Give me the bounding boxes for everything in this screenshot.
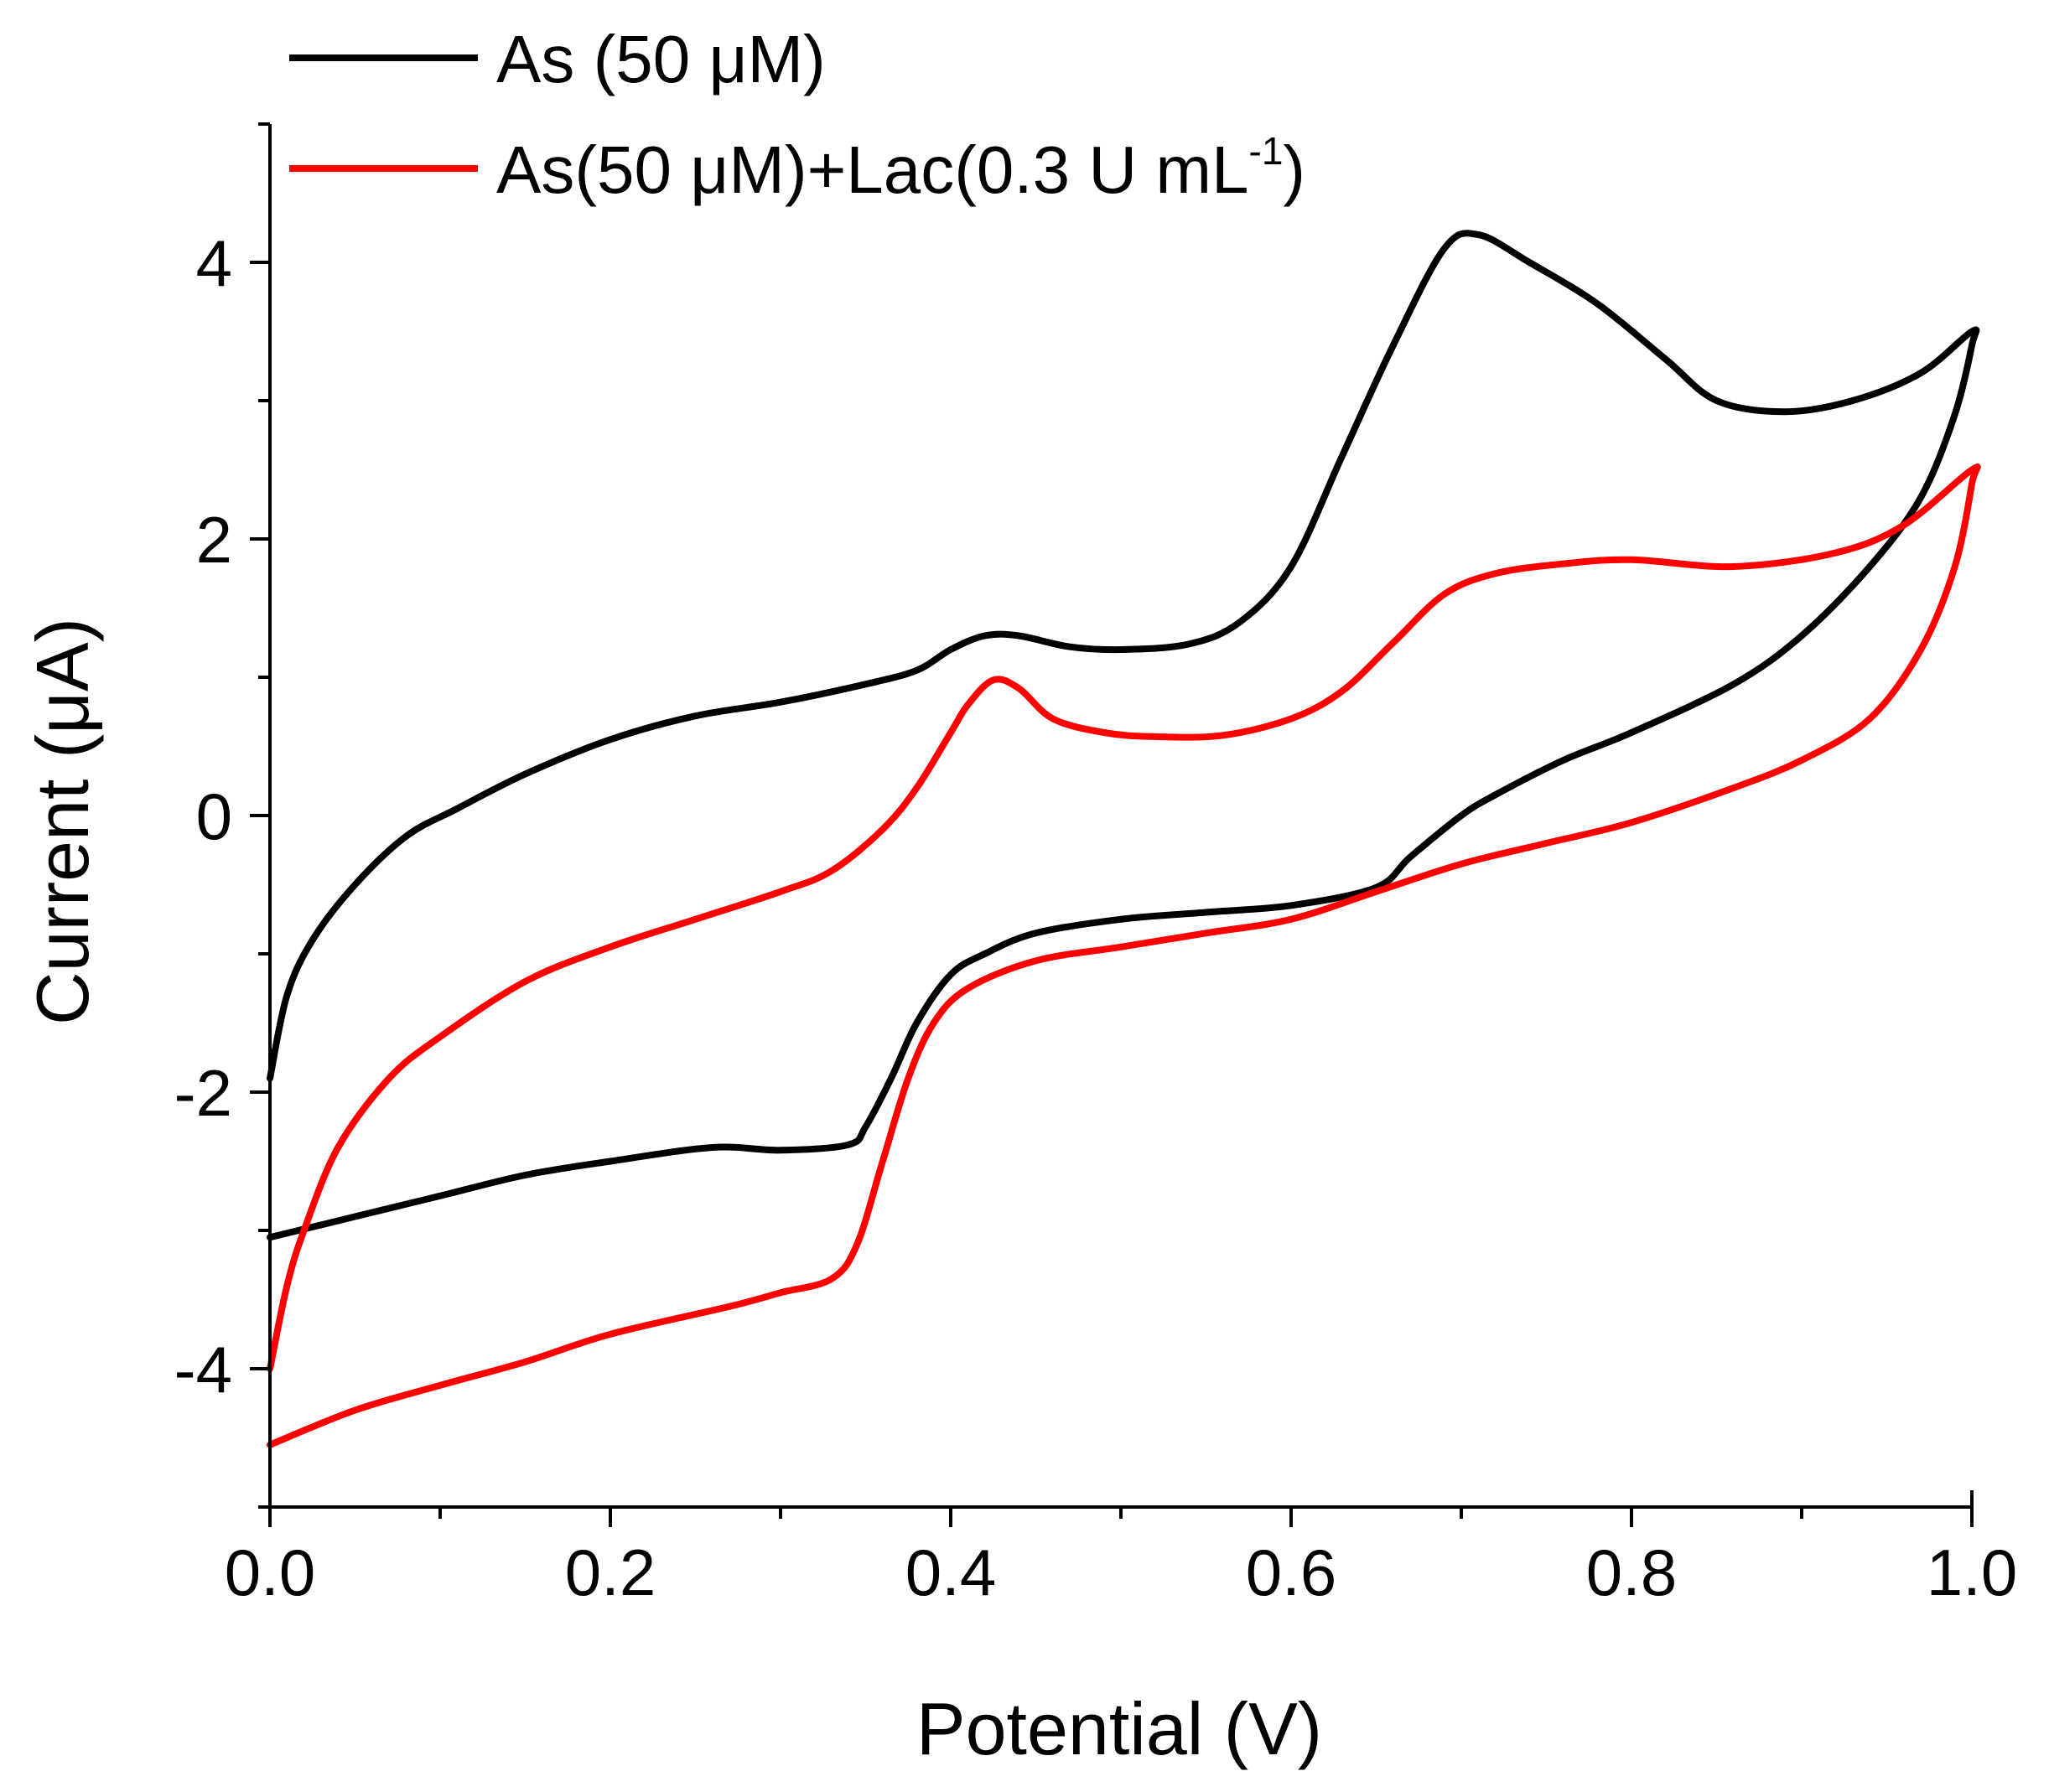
series-line-as-lac	[267, 463, 1981, 1448]
x-tick-label: 0.4	[905, 1536, 996, 1609]
axis-frame	[268, 124, 1974, 1509]
legend-label-as: As (50 μM)	[496, 22, 826, 96]
x-tick-label: 0.2	[565, 1536, 656, 1609]
y-ticks	[250, 122, 270, 1509]
legend: As (50 μM) As(50 μM)+Lac(0.3 U mL-1)	[289, 22, 1305, 207]
series-line-as	[267, 230, 1980, 1241]
y-axis-title: Current (μA)	[21, 618, 104, 1025]
y-tick-label: 4	[196, 226, 232, 300]
y-tick-label: -4	[174, 1333, 232, 1406]
y-tick-label: -2	[174, 1056, 232, 1130]
x-tick-labels: 0.0 0.2 0.4 0.6 0.8 1.0	[225, 1536, 2017, 1609]
legend-label-as-lac: As(50 μM)+Lac(0.3 U mL-1)	[496, 129, 1305, 207]
x-ticks	[268, 1507, 1974, 1527]
x-axis-title: Potential (V)	[916, 1687, 1322, 1770]
x-tick-label: 0.0	[225, 1536, 315, 1609]
x-tick-label: 0.8	[1586, 1536, 1677, 1609]
y-tick-label: 0	[196, 779, 232, 853]
x-tick-label: 0.6	[1246, 1536, 1336, 1609]
series-layer	[267, 230, 1981, 1448]
x-tick-label: 1.0	[1927, 1536, 2017, 1609]
y-tick-label: 2	[196, 503, 232, 577]
y-tick-labels: 4 2 0 -2 -4	[174, 226, 232, 1406]
